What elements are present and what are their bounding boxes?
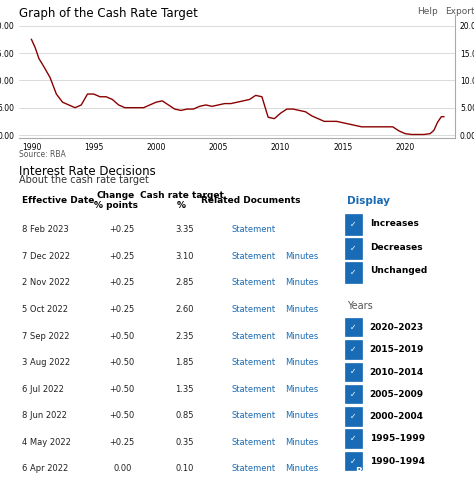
Text: Statement: Statement [232,252,276,261]
Text: +0.25: +0.25 [109,305,135,314]
Text: +0.50: +0.50 [109,358,135,367]
FancyBboxPatch shape [345,340,362,359]
Text: Display: Display [347,196,390,207]
FancyBboxPatch shape [345,238,362,259]
Text: ✓: ✓ [350,390,356,399]
Text: 6 Jul 2022: 6 Jul 2022 [22,385,64,394]
Text: 2000–2004: 2000–2004 [370,412,424,421]
Text: Effective Date: Effective Date [22,196,94,205]
Text: 3.35: 3.35 [175,225,194,234]
Text: 7 Sep 2022: 7 Sep 2022 [22,332,70,340]
Text: 0.00: 0.00 [113,464,131,473]
Text: ✓: ✓ [350,457,356,465]
Text: ✓: ✓ [350,268,356,277]
Text: 7 Dec 2022: 7 Dec 2022 [22,252,70,261]
Text: Minutes: Minutes [285,278,318,287]
Text: Export: Export [446,7,474,16]
Text: Statement: Statement [232,225,276,234]
Text: +0.50: +0.50 [109,385,135,394]
Text: 1990–1994: 1990–1994 [370,457,425,466]
Text: 1.35: 1.35 [175,385,194,394]
Text: Statement: Statement [232,438,276,447]
Text: 2.35: 2.35 [175,332,194,340]
Text: 2.60: 2.60 [175,305,194,314]
Text: 3.10: 3.10 [175,252,194,261]
Text: Statement: Statement [232,305,276,314]
Text: Minutes: Minutes [285,305,318,314]
Text: +0.25: +0.25 [109,438,135,447]
Text: Minutes: Minutes [285,411,318,420]
Text: 2015–2019: 2015–2019 [370,345,424,354]
Text: +0.25: +0.25 [109,278,135,287]
Text: Increases: Increases [370,219,419,228]
FancyBboxPatch shape [345,318,362,337]
Text: Interest Rate Decisions: Interest Rate Decisions [19,165,156,178]
Text: 3 Aug 2022: 3 Aug 2022 [22,358,70,367]
Text: Graph of the Cash Rate Target: Graph of the Cash Rate Target [19,7,198,20]
Text: 2005–2009: 2005–2009 [370,390,424,399]
Text: ✓: ✓ [350,367,356,376]
Text: About the cash rate target: About the cash rate target [19,175,149,184]
Text: +0.25: +0.25 [109,252,135,261]
Text: Change
% points: Change % points [94,191,138,210]
FancyBboxPatch shape [345,407,362,426]
Text: 1.85: 1.85 [175,358,194,367]
Text: 0.10: 0.10 [175,464,194,473]
Text: 2.85: 2.85 [175,278,194,287]
Text: +0.50: +0.50 [109,411,135,420]
Text: 5 Oct 2022: 5 Oct 2022 [22,305,68,314]
FancyBboxPatch shape [345,430,362,448]
Text: Minutes: Minutes [285,385,318,394]
Text: 8 Jun 2022: 8 Jun 2022 [22,411,67,420]
Text: +0.25: +0.25 [109,225,135,234]
Text: Statement: Statement [232,385,276,394]
Text: Minutes: Minutes [285,438,318,447]
Text: +0.50: +0.50 [109,332,135,340]
Text: 0.85: 0.85 [175,411,194,420]
Text: 1995–1999: 1995–1999 [370,434,425,443]
Text: ✓: ✓ [350,323,356,332]
FancyBboxPatch shape [345,363,362,381]
Text: ✓: ✓ [350,412,356,421]
Text: Statement: Statement [232,358,276,367]
Text: ✓: ✓ [350,244,356,253]
Text: Statement: Statement [232,332,276,340]
Text: Minutes: Minutes [285,464,318,473]
Text: Statement: Statement [232,464,276,473]
Text: Reset: Reset [356,466,384,476]
Text: Cash rate target
%: Cash rate target % [140,191,224,210]
Text: Minutes: Minutes [285,252,318,261]
Text: Minutes: Minutes [285,358,318,367]
Text: ✓: ✓ [350,434,356,443]
Text: Minutes: Minutes [285,332,318,340]
Text: 2010–2014: 2010–2014 [370,368,424,376]
Text: Statement: Statement [232,278,276,287]
Text: Decreases: Decreases [370,243,422,251]
Text: Source: RBA: Source: RBA [19,150,66,159]
Text: Related Documents: Related Documents [201,196,300,205]
Text: 2020–2023: 2020–2023 [370,323,424,332]
FancyBboxPatch shape [345,215,362,235]
Text: 8 Feb 2023: 8 Feb 2023 [22,225,69,234]
Text: ✓: ✓ [350,345,356,354]
Text: ✓: ✓ [350,220,356,229]
Text: 0.35: 0.35 [175,438,194,447]
Text: 2 Nov 2022: 2 Nov 2022 [22,278,70,287]
Text: Unchanged: Unchanged [370,266,427,276]
Text: Years: Years [347,301,373,310]
Text: 4 May 2022: 4 May 2022 [22,438,71,447]
Text: 6 Apr 2022: 6 Apr 2022 [22,464,68,473]
Text: Help: Help [417,7,438,16]
Text: Statement: Statement [232,411,276,420]
FancyBboxPatch shape [345,452,362,470]
FancyBboxPatch shape [345,385,362,403]
FancyBboxPatch shape [345,262,362,283]
